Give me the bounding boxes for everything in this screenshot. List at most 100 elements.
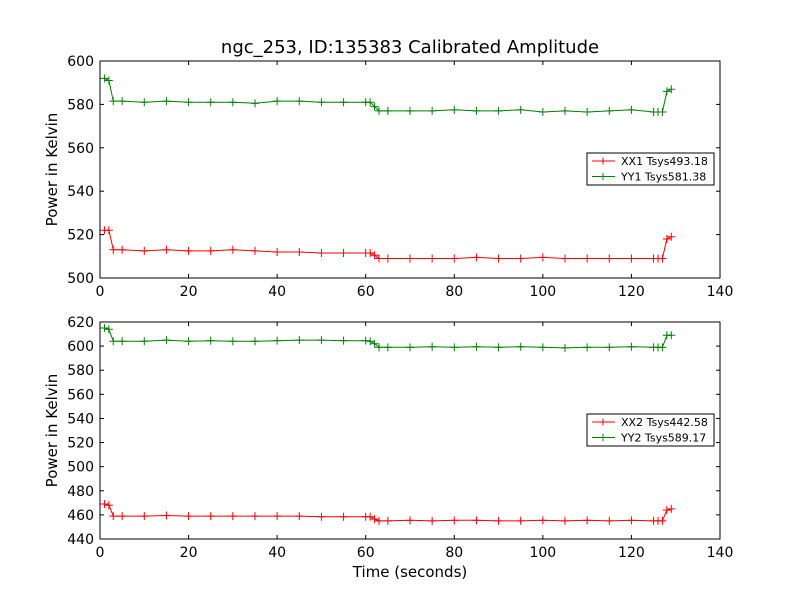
- legend-label: YY2 Tsys589.17: [620, 432, 706, 445]
- data-point: [428, 342, 437, 351]
- data-point: [472, 342, 481, 351]
- data-point: [104, 226, 113, 235]
- data-point: [383, 343, 392, 352]
- data-point: [583, 343, 592, 352]
- y-tick-label: 540: [67, 184, 94, 200]
- data-point: [339, 98, 348, 107]
- data-point: [658, 254, 667, 263]
- legend-marker: [599, 157, 607, 165]
- data-point: [366, 249, 375, 258]
- data-point: [366, 337, 375, 346]
- data-point: [428, 254, 437, 263]
- series-markers-1: [100, 226, 676, 263]
- y-tick-label: 520: [67, 436, 94, 452]
- x-tick-label: 80: [445, 545, 463, 561]
- data-point: [667, 232, 676, 241]
- legend-label: YY1 Tsys581.38: [620, 171, 706, 184]
- data-point: [561, 343, 569, 352]
- legend-label: XX2 Tsys442.58: [621, 416, 708, 429]
- legend-marker: [599, 434, 607, 441]
- data-point: [370, 102, 379, 111]
- data-point: [494, 516, 503, 525]
- data-point: [494, 254, 503, 263]
- y-tick-label: 460: [67, 508, 94, 524]
- data-point: [538, 107, 547, 116]
- data-point: [516, 516, 525, 525]
- y-tick-label: 560: [67, 387, 94, 403]
- data-point: [406, 106, 414, 115]
- y-tick-label: 540: [67, 411, 94, 427]
- x-tick-label: 40: [268, 284, 286, 300]
- data-point: [273, 247, 282, 256]
- x-tick-label: 80: [445, 284, 463, 300]
- legend-box: [586, 152, 715, 186]
- x-tick-label: 60: [357, 284, 375, 300]
- series-markers-1: [100, 500, 676, 525]
- data-point: [118, 245, 127, 254]
- y-tick-label: 500: [67, 460, 94, 476]
- data-point: [605, 254, 614, 263]
- y-tick-label: 600: [67, 54, 94, 70]
- x-tick-label: 20: [180, 284, 198, 300]
- data-point: [516, 254, 525, 263]
- x-tick-label: 0: [96, 545, 105, 561]
- data-point: [561, 106, 569, 115]
- data-point: [206, 336, 215, 345]
- data-point: [339, 249, 348, 258]
- data-point: [109, 97, 118, 106]
- top-panel: 0 20 40 60 80 100 120 140 500 520 540 560 580 600 Powe…: [43, 54, 733, 300]
- data-point: [339, 512, 348, 521]
- data-point: [162, 97, 171, 106]
- data-point: [406, 254, 414, 263]
- data-point: [184, 512, 193, 521]
- data-point: [375, 254, 383, 263]
- y-tick-label: 580: [67, 363, 94, 379]
- data-point: [273, 97, 282, 106]
- y-tick-label: 500: [67, 271, 94, 287]
- data-point: [273, 336, 282, 345]
- data-point: [184, 337, 193, 346]
- data-point: [100, 500, 109, 509]
- data-point: [375, 106, 383, 115]
- data-point: [627, 105, 636, 114]
- data-point: [428, 106, 437, 115]
- data-point: [100, 74, 109, 83]
- data-point: [184, 246, 193, 255]
- data-point: [472, 106, 481, 115]
- data-point: [658, 107, 667, 116]
- y-tick-label: 580: [67, 97, 94, 113]
- data-point: [662, 234, 671, 243]
- data-point: [109, 512, 118, 521]
- series-markers-2: [100, 324, 676, 352]
- data-point: [206, 512, 215, 521]
- data-point: [317, 98, 326, 107]
- legend: XX1 Tsys493.18 YY1 Tsys581.38: [586, 152, 715, 186]
- data-point: [295, 512, 304, 521]
- data-point: [317, 249, 326, 258]
- data-point: [561, 516, 569, 525]
- data-point: [494, 343, 503, 352]
- data-point: [375, 516, 383, 525]
- data-point: [140, 337, 149, 346]
- x-tick-label: 0: [96, 284, 105, 300]
- data-point: [375, 343, 383, 352]
- data-point: [667, 85, 676, 94]
- data-point: [667, 504, 676, 513]
- data-point: [104, 325, 113, 334]
- data-point: [228, 98, 237, 107]
- data-point: [605, 106, 614, 115]
- data-point: [538, 343, 547, 352]
- y-tick-label: 560: [67, 141, 94, 157]
- data-point: [605, 516, 614, 525]
- x-tick-label: 40: [268, 545, 286, 561]
- data-point: [184, 98, 193, 107]
- data-point: [538, 516, 547, 525]
- data-point: [251, 337, 259, 346]
- data-point: [561, 254, 569, 263]
- data-point: [104, 76, 113, 85]
- data-point: [228, 245, 237, 254]
- data-point: [472, 516, 481, 525]
- x-tick-label: 100: [529, 545, 556, 561]
- data-point: [251, 512, 259, 521]
- data-point: [295, 336, 304, 345]
